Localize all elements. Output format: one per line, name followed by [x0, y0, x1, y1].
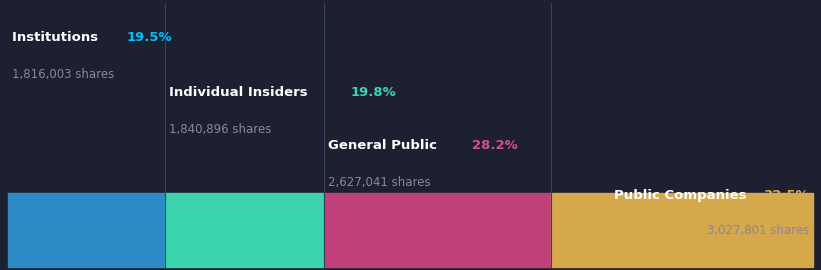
- Text: 28.2%: 28.2%: [472, 139, 518, 152]
- Text: General Public: General Public: [328, 139, 442, 152]
- Text: 19.5%: 19.5%: [127, 31, 172, 43]
- Text: 32.5%: 32.5%: [763, 189, 809, 202]
- Bar: [552, 193, 813, 267]
- Text: Public Companies: Public Companies: [614, 189, 751, 202]
- Bar: [8, 193, 165, 267]
- Bar: [165, 193, 324, 267]
- Text: 2,627,041 shares: 2,627,041 shares: [328, 176, 431, 189]
- Text: 1,840,896 shares: 1,840,896 shares: [169, 123, 272, 136]
- Text: Institutions: Institutions: [12, 31, 103, 43]
- Text: 1,816,003 shares: 1,816,003 shares: [12, 68, 114, 81]
- Bar: [324, 193, 552, 267]
- Text: 19.8%: 19.8%: [351, 86, 396, 99]
- Text: 3,027,801 shares: 3,027,801 shares: [707, 224, 809, 237]
- Text: Individual Insiders: Individual Insiders: [169, 86, 312, 99]
